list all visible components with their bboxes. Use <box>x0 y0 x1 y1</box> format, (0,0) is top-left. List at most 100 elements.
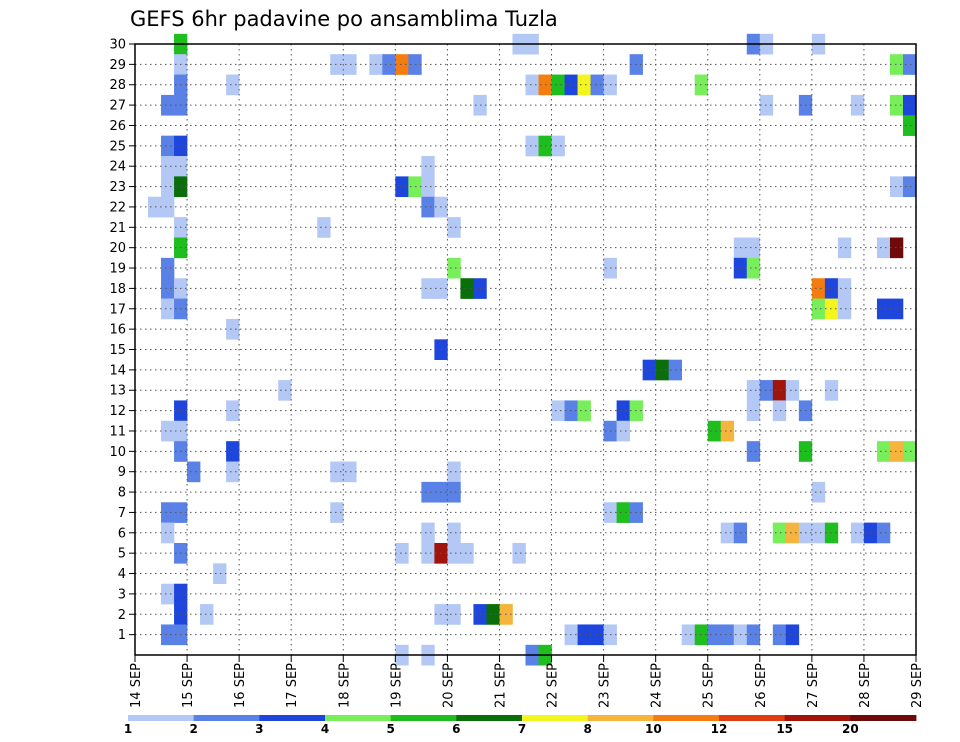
y-tick-label: 26 <box>109 119 126 134</box>
legend-label: 5 <box>386 722 394 736</box>
y-tick-label: 28 <box>109 78 126 93</box>
heatmap-cell <box>395 542 409 564</box>
heatmap-cell <box>889 54 904 75</box>
legend-label: 12 <box>711 722 728 736</box>
y-tick-label: 12 <box>109 404 126 419</box>
heatmap-cell <box>421 176 435 198</box>
x-tick-label: 24 SEP <box>650 663 665 708</box>
heatmap-cell <box>824 278 839 299</box>
heatmap-cell <box>226 400 240 422</box>
heatmap-cell <box>161 196 175 218</box>
heatmap-cell <box>421 156 435 177</box>
y-tick-label: 15 <box>109 343 126 358</box>
heatmap-cell <box>395 176 409 198</box>
heatmap-cell <box>889 94 904 116</box>
heatmap-cell <box>447 481 461 503</box>
heatmap-cell <box>889 441 904 462</box>
heatmap-cell <box>889 298 904 320</box>
heatmap-cell <box>720 624 735 646</box>
heatmap-cell <box>746 257 761 279</box>
heatmap-cell <box>551 135 565 157</box>
heatmap-cell <box>161 420 175 442</box>
heatmap-cell <box>837 237 852 259</box>
x-tick-label: 25 SEP <box>702 663 717 708</box>
heatmap-cell <box>850 94 865 116</box>
heatmap-cell <box>161 278 175 299</box>
heatmap-cell <box>382 54 396 75</box>
heatmap-cell <box>746 441 761 462</box>
heatmap-cell <box>902 94 917 116</box>
y-tick-label: 18 <box>109 282 126 297</box>
heatmap-cell <box>876 522 891 544</box>
heatmap-cell <box>590 624 604 646</box>
y-tick-label: 14 <box>109 363 126 378</box>
heatmap-cell <box>460 278 474 299</box>
x-tick-label: 20 SEP <box>441 663 456 708</box>
x-tick-label: 14 SEP <box>129 663 144 708</box>
heatmap-cell <box>876 441 891 462</box>
legend-swatch <box>587 715 654 721</box>
y-tick-label: 1 <box>118 628 126 643</box>
heatmap-cell <box>447 542 461 564</box>
heatmap-cell <box>785 522 800 544</box>
heatmap-cell <box>148 196 162 218</box>
heatmap-cell <box>837 278 852 299</box>
y-tick-label: 19 <box>109 262 126 277</box>
heatmap-cell <box>395 54 409 75</box>
legend-swatch <box>456 715 523 721</box>
y-tick-label: 17 <box>109 302 126 317</box>
heatmap-cell <box>811 298 826 320</box>
heatmap-cell <box>577 74 591 96</box>
heatmap-cell <box>746 400 761 422</box>
x-tick-label: 23 SEP <box>598 663 613 708</box>
heatmap-cell <box>200 604 214 625</box>
y-tick-label: 29 <box>109 58 126 73</box>
heatmap-cell <box>486 604 500 625</box>
heatmap-cell <box>525 74 539 96</box>
x-tick-label: 21 SEP <box>493 663 508 708</box>
heatmap-cell <box>213 563 227 585</box>
heatmap-cell <box>824 522 839 544</box>
heatmap-cell <box>642 359 656 381</box>
legend-swatch <box>719 715 786 721</box>
heatmap-cell <box>889 237 904 259</box>
y-tick-label: 22 <box>109 200 126 215</box>
heatmap-cell <box>161 522 175 544</box>
heatmap-cell <box>161 583 175 605</box>
heatmap-cell <box>746 380 761 401</box>
legend-swatch <box>784 715 851 721</box>
x-tick-label: 19 SEP <box>389 663 404 708</box>
legend-label: 20 <box>842 722 859 736</box>
heatmap-cell <box>317 217 331 238</box>
heatmap-cell <box>720 522 735 544</box>
legend-swatch <box>325 715 392 721</box>
y-tick-label: 27 <box>109 99 126 114</box>
legend-swatch <box>522 715 589 721</box>
heatmap-cell <box>590 74 604 96</box>
legend-label: 15 <box>776 722 793 736</box>
heatmap-cell <box>330 502 344 523</box>
heatmap-cell <box>707 420 722 442</box>
legend-label: 1 <box>124 722 132 736</box>
heatmap-cell <box>161 176 175 198</box>
color-legend: 1 2 3 4 5 6 7 8 10 12 15 20 <box>124 715 917 736</box>
heatmap-cell <box>681 624 696 646</box>
legend-swatch <box>390 715 457 721</box>
heatmap-cell <box>447 604 461 625</box>
heatmap-cell <box>343 54 357 75</box>
heatmap-cell <box>577 400 591 422</box>
heatmap-cell <box>785 380 800 401</box>
y-tick-label: 23 <box>109 180 126 195</box>
y-tick-label: 2 <box>118 608 126 623</box>
heatmap-cell <box>343 461 357 483</box>
heatmap-cell <box>161 624 175 646</box>
legend-label: 6 <box>452 722 460 736</box>
y-tick-label: 7 <box>118 506 126 521</box>
heatmap-cell <box>226 461 240 483</box>
heatmap-cell <box>889 176 904 198</box>
heatmap-cell <box>421 481 435 503</box>
heatmap-cell <box>551 74 565 96</box>
heatmap-cell <box>824 380 839 401</box>
legend-swatch <box>128 715 195 721</box>
x-tick-label: 17 SEP <box>285 663 300 708</box>
